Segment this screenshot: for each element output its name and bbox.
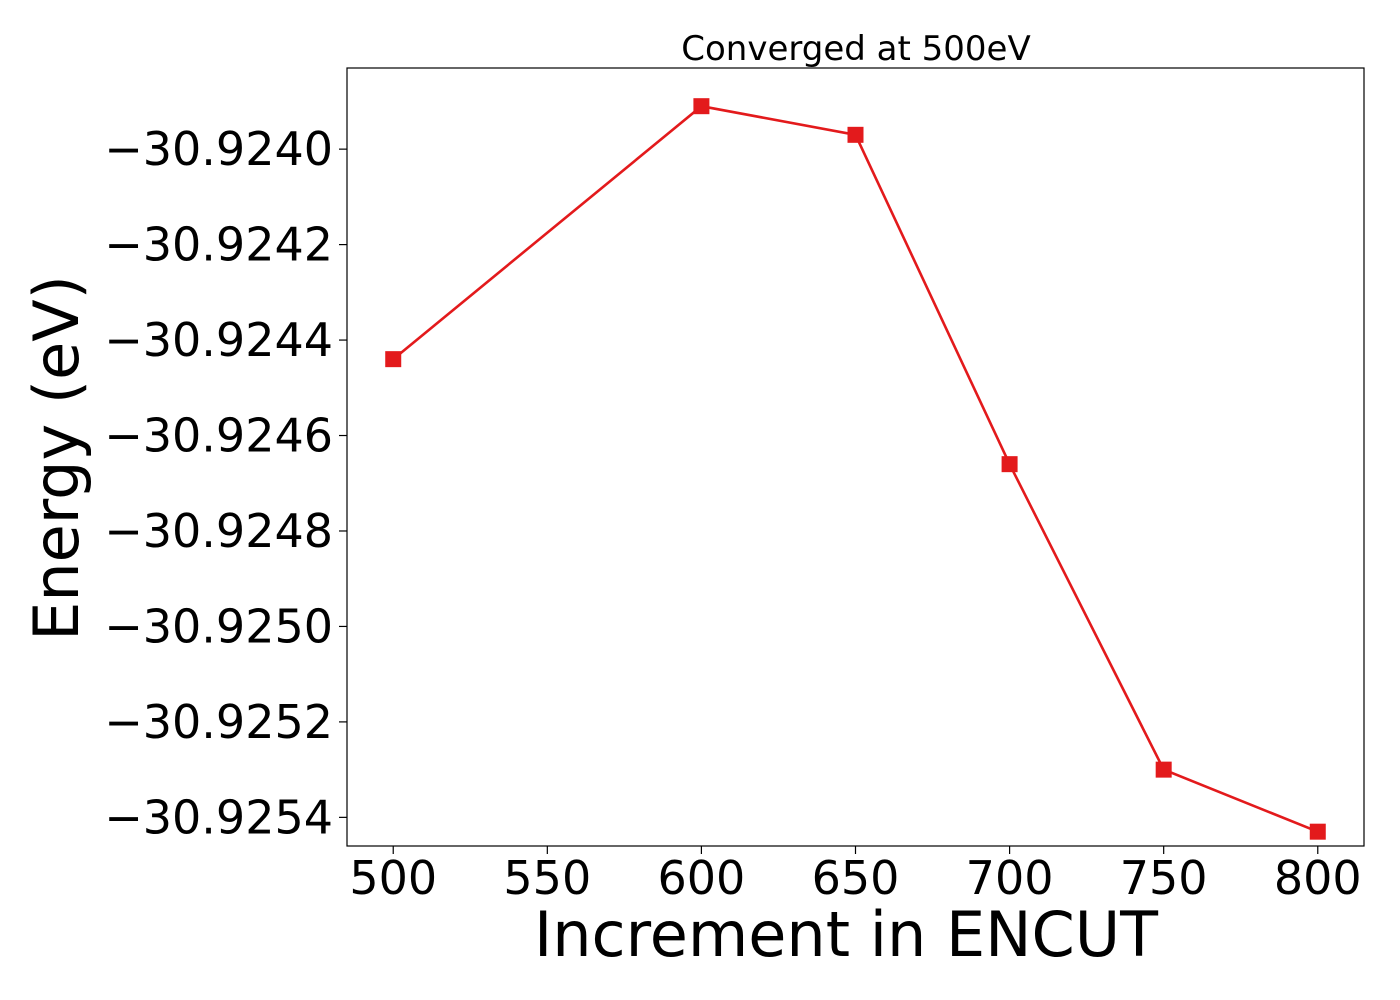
data-point-marker (1001, 456, 1018, 473)
y-axis-label: Energy (eV) (20, 275, 93, 641)
plot-frame (346, 67, 1365, 847)
y-tick-label: −30.9250 (104, 599, 333, 653)
data-point-marker (1309, 823, 1326, 840)
y-tick-label: −30.9246 (104, 409, 333, 463)
x-tick-label: 500 (349, 851, 437, 905)
x-tick-label: 650 (812, 851, 900, 905)
x-tick-label: 700 (966, 851, 1054, 905)
y-tick-label: −30.9252 (104, 695, 333, 749)
data-point-marker (385, 351, 402, 368)
plot-area: 500 550 600 650 700 750 800 −30.9240 −30.9242 −30… (104, 67, 1365, 905)
chart-title: Converged at 500eV (681, 29, 1030, 69)
y-tick-label: −30.9240 (104, 122, 333, 176)
series-line (392, 104, 1319, 833)
x-tick-label: 800 (1274, 851, 1362, 905)
x-tick-label: 750 (1120, 851, 1208, 905)
y-tick-label: −30.9244 (104, 313, 333, 367)
x-tick-label: 600 (658, 851, 746, 905)
data-point-marker (847, 126, 864, 143)
y-tick-label: −30.9248 (104, 504, 333, 558)
data-point-marker (693, 98, 710, 115)
data-point-marker (1155, 761, 1172, 778)
x-tick-label: 550 (503, 851, 591, 905)
y-tick-label: −30.9254 (104, 790, 333, 844)
y-tick-label: −30.9242 (104, 218, 333, 272)
x-axis-label: Increment in ENCUT (534, 898, 1159, 971)
